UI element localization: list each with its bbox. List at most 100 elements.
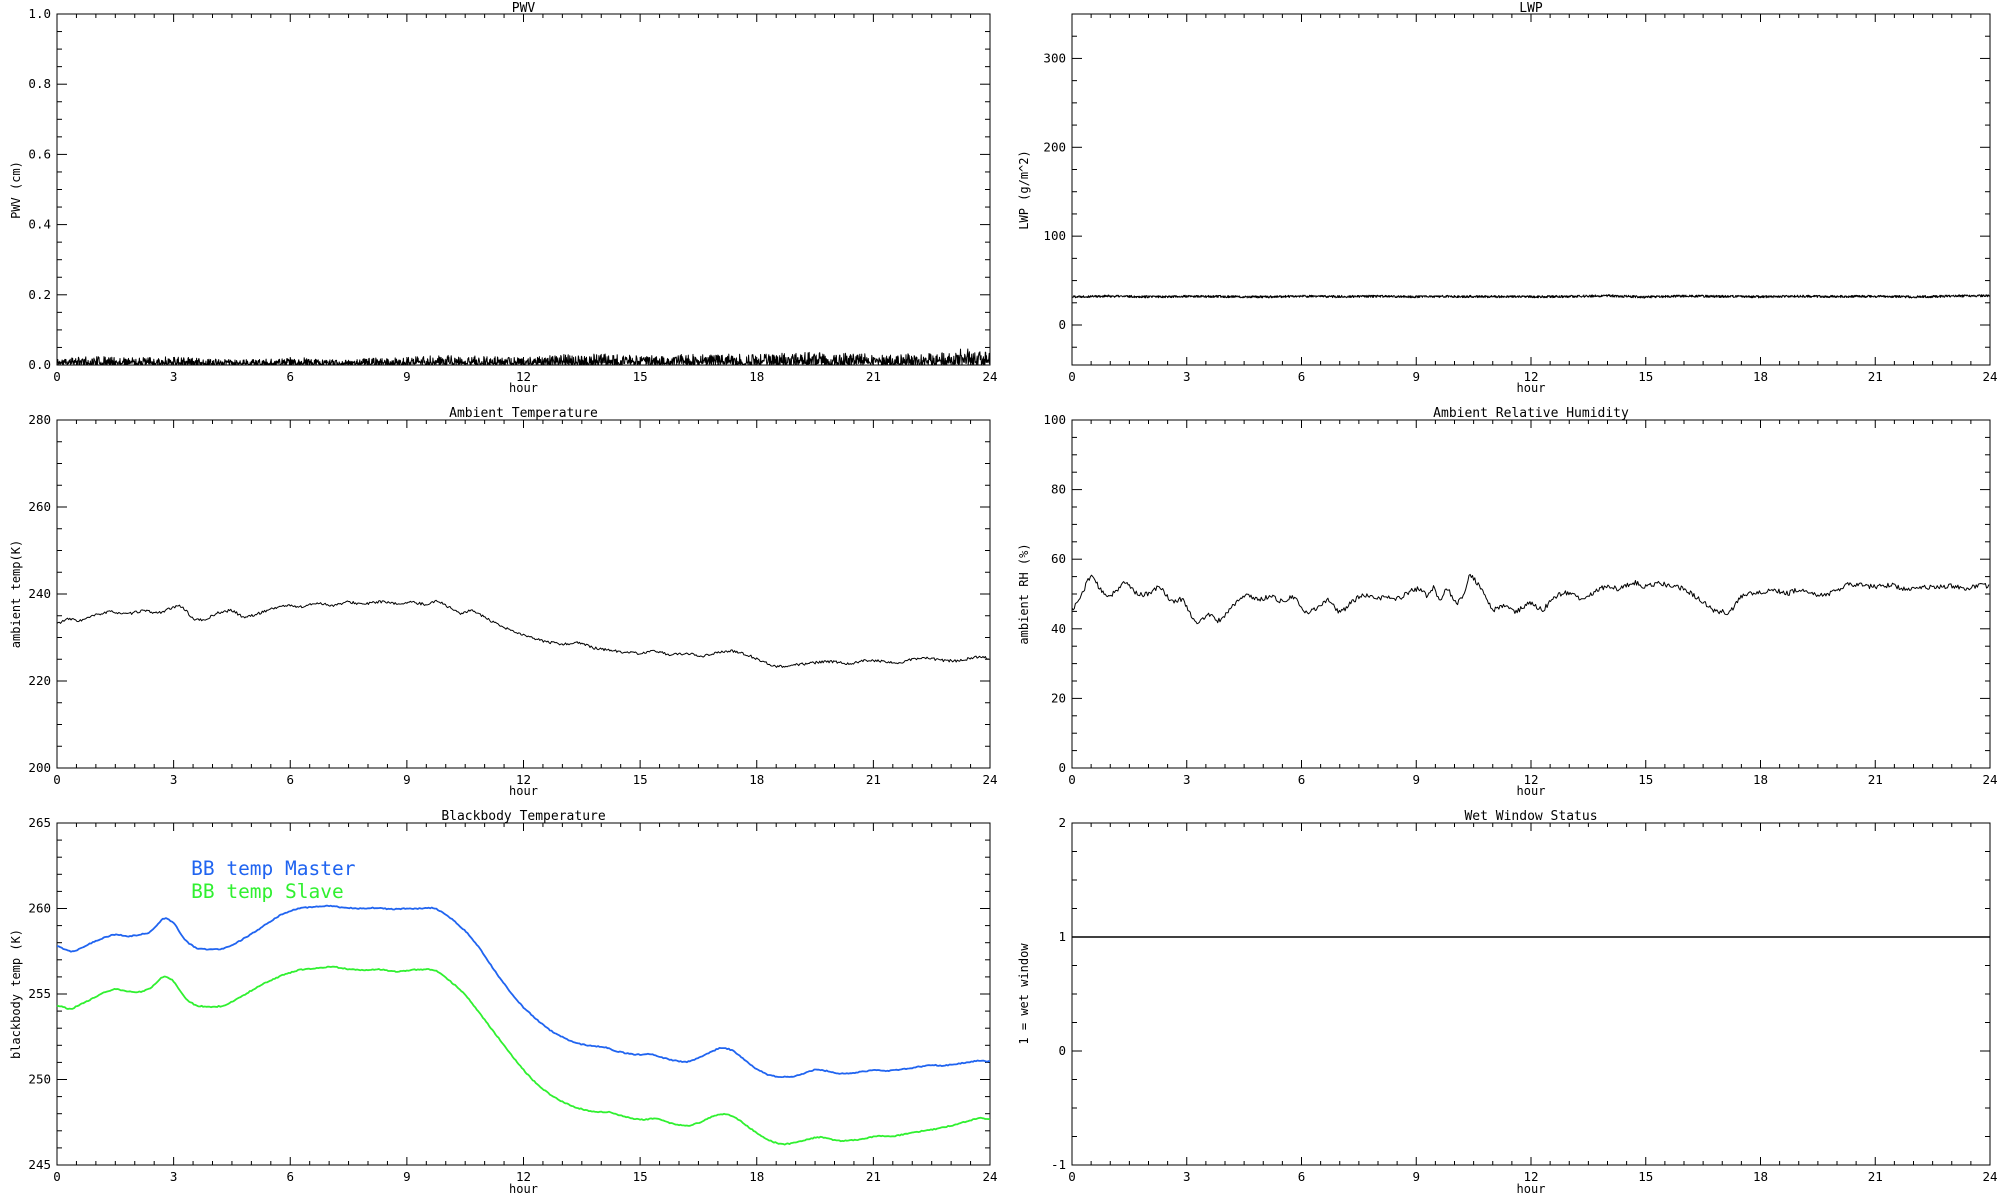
svg-text:BB temp Master: BB temp Master <box>191 857 355 880</box>
blackbody-temperature-x-axis-label: hour <box>509 1182 538 1196</box>
svg-text:24: 24 <box>982 369 997 384</box>
svg-text:3: 3 <box>170 1169 178 1184</box>
svg-text:0: 0 <box>1068 369 1076 384</box>
svg-text:255: 255 <box>28 986 51 1001</box>
svg-text:24: 24 <box>1982 1169 1997 1184</box>
svg-text:12: 12 <box>1523 772 1538 787</box>
svg-text:3: 3 <box>170 369 178 384</box>
pwv-x-axis-label: hour <box>509 381 538 395</box>
wet-window-status-x-axis-label: hour <box>1516 1182 1546 1196</box>
svg-text:6: 6 <box>1298 1169 1306 1184</box>
svg-text:18: 18 <box>1753 369 1768 384</box>
svg-text:12: 12 <box>1523 1169 1538 1184</box>
svg-text:3: 3 <box>1183 1169 1191 1184</box>
svg-text:0: 0 <box>1068 772 1076 787</box>
svg-text:-1: -1 <box>1051 1157 1066 1172</box>
svg-text:0: 0 <box>53 1169 61 1184</box>
svg-text:24: 24 <box>1982 772 1997 787</box>
svg-text:280: 280 <box>28 412 51 427</box>
svg-text:21: 21 <box>1868 772 1883 787</box>
svg-text:18: 18 <box>1753 772 1768 787</box>
lwp-chart: LWP LWP (g/m^2) hour 0 3 6 9 12 15 18 21 24 0 100 2… <box>1000 0 2000 400</box>
svg-text:24: 24 <box>1982 369 1997 384</box>
svg-text:15: 15 <box>1638 369 1653 384</box>
svg-text:20: 20 <box>1051 690 1066 705</box>
svg-text:300: 300 <box>1043 50 1066 65</box>
svg-text:245: 245 <box>28 1157 51 1172</box>
ambient-relative-humidity-chart-title: Ambient Relative Humidity <box>1433 406 1629 421</box>
svg-text:0.4: 0.4 <box>28 217 51 232</box>
ambient-temperature-x-axis-label: hour <box>509 784 538 798</box>
blackbody-temperature-plot-canvas: 0 3 6 9 12 15 18 21 24 245 250 255 260 265 BB temp Mas… <box>28 815 997 1184</box>
svg-text:0.0: 0.0 <box>28 357 51 372</box>
svg-text:18: 18 <box>749 1169 764 1184</box>
svg-text:21: 21 <box>1868 1169 1883 1184</box>
svg-text:21: 21 <box>866 1169 881 1184</box>
svg-text:260: 260 <box>28 901 51 916</box>
svg-text:0.2: 0.2 <box>28 287 51 302</box>
svg-text:200: 200 <box>1043 139 1066 154</box>
svg-text:250: 250 <box>28 1072 51 1087</box>
blackbody-temperature-chart: Blackbody Temperature blackbody temp (K)… <box>0 800 1000 1200</box>
svg-text:220: 220 <box>28 673 51 688</box>
svg-text:9: 9 <box>1412 772 1420 787</box>
svg-text:12: 12 <box>516 369 531 384</box>
svg-text:100: 100 <box>1043 228 1066 243</box>
lwp-plot-canvas: 0 3 6 9 12 15 18 21 24 0 100 200 300 <box>1043 13 1998 384</box>
svg-text:6: 6 <box>1298 772 1306 787</box>
svg-text:24: 24 <box>982 1169 997 1184</box>
pwv-chart: PWV PWV (cm) hour 0 3 6 9 12 15 18 21 24 0.0 0.2 0.… <box>0 0 1000 400</box>
svg-text:15: 15 <box>1638 1169 1653 1184</box>
svg-text:0: 0 <box>1068 1169 1076 1184</box>
svg-text:1: 1 <box>1058 929 1066 944</box>
svg-text:18: 18 <box>1753 1169 1768 1184</box>
svg-text:21: 21 <box>1868 369 1883 384</box>
svg-text:240: 240 <box>28 586 51 601</box>
svg-text:BB temp Slave: BB temp Slave <box>191 880 344 903</box>
svg-text:0.8: 0.8 <box>28 76 51 91</box>
blackbody-temperature-chart-title: Blackbody Temperature <box>441 809 606 824</box>
svg-text:0.6: 0.6 <box>28 146 51 161</box>
svg-text:9: 9 <box>1412 369 1420 384</box>
svg-text:2: 2 <box>1058 815 1066 830</box>
lwp-x-axis-label: hour <box>1516 381 1546 395</box>
svg-text:9: 9 <box>1412 1169 1420 1184</box>
svg-text:1.0: 1.0 <box>28 6 51 21</box>
svg-text:100: 100 <box>1043 412 1066 427</box>
svg-text:9: 9 <box>403 772 411 787</box>
svg-text:18: 18 <box>749 772 764 787</box>
svg-text:3: 3 <box>1183 772 1191 787</box>
svg-text:18: 18 <box>749 369 764 384</box>
svg-text:3: 3 <box>170 772 178 787</box>
svg-text:15: 15 <box>633 369 648 384</box>
ambient-relative-humidity-chart: Ambient Relative Humidity ambient RH (%)… <box>1000 400 2000 800</box>
svg-text:200: 200 <box>28 760 51 775</box>
ambient-temperature-chart: Ambient Temperature ambient temp(K) hour… <box>0 400 1000 800</box>
svg-text:12: 12 <box>1523 369 1538 384</box>
svg-text:24: 24 <box>982 772 997 787</box>
svg-text:12: 12 <box>516 1169 531 1184</box>
ambient-temperature-chart-title: Ambient Temperature <box>449 406 598 421</box>
svg-text:40: 40 <box>1051 621 1066 636</box>
svg-text:21: 21 <box>866 369 881 384</box>
svg-text:0: 0 <box>1058 760 1066 775</box>
svg-text:21: 21 <box>866 772 881 787</box>
svg-text:15: 15 <box>633 772 648 787</box>
svg-text:6: 6 <box>1298 369 1306 384</box>
svg-text:12: 12 <box>516 772 531 787</box>
svg-text:6: 6 <box>286 369 294 384</box>
svg-text:60: 60 <box>1051 551 1066 566</box>
svg-text:3: 3 <box>1183 369 1191 384</box>
svg-text:0: 0 <box>1058 1043 1066 1058</box>
ambient-relative-humidity-x-axis-label: hour <box>1516 784 1546 798</box>
svg-text:0: 0 <box>53 369 61 384</box>
ambient-temperature-plot-canvas: 0 3 6 9 12 15 18 21 24 200 220 240 260 280 <box>28 412 997 787</box>
svg-text:6: 6 <box>286 772 294 787</box>
svg-text:6: 6 <box>286 1169 294 1184</box>
svg-text:9: 9 <box>403 1169 411 1184</box>
svg-text:80: 80 <box>1051 482 1066 497</box>
